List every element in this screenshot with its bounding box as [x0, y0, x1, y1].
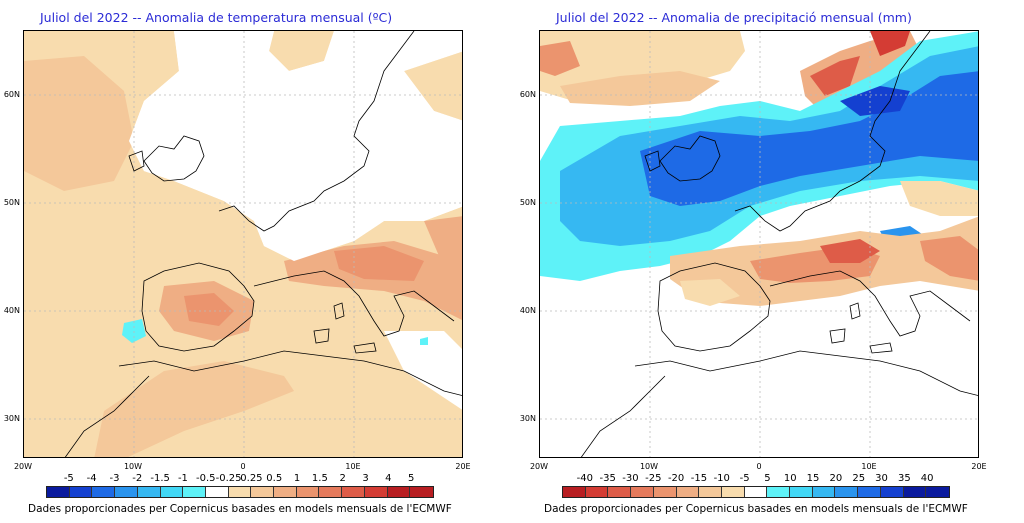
colorbar-tick-label: 20 [829, 473, 843, 484]
lon-label-10w: 10W [123, 462, 143, 471]
colorbar-segment [69, 487, 93, 497]
colorbar-segment [115, 487, 138, 497]
precipitation-colorbar-labels: -40 -35 -30 -25 -20 -15 -10 -5 5 10 15 20 25 30 35 40 [562, 473, 950, 485]
colorbar-tick-label: 1.5 [311, 473, 328, 484]
colorbar-segment [342, 487, 365, 497]
precipitation-map-canvas [540, 31, 978, 457]
temperature-colorbar-labels: -5 -4 -3 -2 -1.5 -1 -0.5 -0.25 0.25 0.5 1 1.5 2 3 4 5 [46, 473, 434, 485]
colorbar-segment [319, 487, 343, 497]
colorbar-tick-label: 1 [293, 473, 301, 484]
colorbar-tick-label: -1.5 [150, 473, 170, 484]
colorbar-tick-label: 3 [362, 473, 369, 484]
colorbar-segment [137, 487, 161, 497]
colorbar-segment [608, 487, 632, 497]
lon-label-0: 0 [756, 462, 762, 471]
lon-label-20e: 20E [971, 462, 987, 471]
lat-label-30n: 30N [519, 414, 536, 423]
colorbar-tick-label: 5 [407, 473, 415, 484]
colorbar-tick-label: 30 [875, 473, 888, 484]
colorbar-segment [858, 487, 881, 497]
colorbar-segment [721, 487, 745, 497]
colorbar-tick-label: -0.5 [195, 473, 216, 484]
colorbar-segment [653, 487, 677, 497]
colorbar-tick-label: 25 [852, 473, 866, 484]
colorbar-tick-label: -4 [86, 473, 97, 484]
colorbar-tick-label: 35 [897, 473, 911, 484]
colorbar-tick-label: 4 [385, 473, 392, 484]
colorbar-tick-label: -5 [739, 473, 750, 484]
precipitation-credit-text: Dades proporcionades per Copernicus basa… [544, 503, 968, 515]
lon-label-0: 0 [240, 462, 246, 471]
colorbar-tick-label: -30 [622, 473, 639, 484]
colorbar-segment [631, 487, 654, 497]
colorbar-segment [835, 487, 859, 497]
colorbar-segment [880, 487, 904, 497]
colorbar-segment [387, 487, 411, 497]
colorbar-tick-label: -0.25 [215, 473, 242, 484]
colorbar-segment [251, 487, 275, 497]
precipitation-colorbar [562, 486, 950, 498]
colorbar-segment [47, 487, 70, 497]
precipitation-map-title: Juliol del 2022 -- Anomalia de precipita… [556, 10, 912, 25]
colorbar-segment [903, 487, 927, 497]
colorbar-tick-label: -1 [177, 473, 188, 484]
colorbar-segment [183, 487, 206, 497]
colorbar-segment [563, 487, 586, 497]
colorbar-tick-label: 5 [764, 473, 771, 484]
colorbar-segment [364, 487, 388, 497]
lat-label-60n: 60N [3, 90, 20, 99]
colorbar-segment [585, 487, 609, 497]
lon-label-20e: 20E [455, 462, 471, 471]
colorbar-segment [410, 487, 433, 497]
colorbar-tick-label: 40 [920, 473, 934, 484]
temperature-colorbar [46, 486, 434, 498]
colorbar-tick-label: 2 [339, 473, 346, 484]
temperature-map-canvas [24, 31, 462, 457]
temperature-map-title: Juliol del 2022 -- Anomalia de temperatu… [40, 10, 393, 25]
colorbar-tick-label: -35 [599, 473, 616, 484]
colorbar-segment [767, 487, 791, 497]
lon-label-10e: 10E [861, 462, 877, 471]
colorbar-segment [812, 487, 836, 497]
lon-label-10e: 10E [345, 462, 361, 471]
colorbar-segment [296, 487, 320, 497]
lon-label-10w: 10W [639, 462, 659, 471]
lat-label-40n: 40N [3, 306, 20, 315]
lon-label-20w: 20W [13, 462, 33, 471]
lat-label-50n: 50N [519, 198, 536, 207]
colorbar-segment [205, 487, 229, 497]
lat-label-40n: 40N [519, 306, 536, 315]
lon-label-20w: 20W [529, 462, 549, 471]
colorbar-segment [92, 487, 116, 497]
colorbar-segment [676, 487, 700, 497]
colorbar-segment [744, 487, 768, 497]
colorbar-tick-label: -2 [132, 473, 143, 484]
colorbar-segment [926, 487, 949, 497]
temperature-map [23, 30, 463, 458]
colorbar-tick-label: 15 [806, 473, 820, 484]
colorbar-tick-label: -40 [576, 473, 593, 484]
lat-label-50n: 50N [3, 198, 20, 207]
colorbar-tick-label: 10 [783, 473, 797, 484]
colorbar-tick-label: -10 [713, 473, 730, 484]
colorbar-segment [228, 487, 252, 497]
colorbar-segment [699, 487, 722, 497]
colorbar-tick-label: -5 [63, 473, 74, 484]
lat-label-30n: 30N [3, 414, 20, 423]
colorbar-tick-label: -25 [645, 473, 662, 484]
colorbar-tick-label: -20 [667, 473, 685, 484]
colorbar-tick-label: 0.5 [266, 473, 283, 484]
precipitation-anomaly-panel: Juliol del 2022 -- Anomalia de precipita… [516, 0, 1016, 523]
lat-label-60n: 60N [519, 90, 536, 99]
colorbar-segment [274, 487, 297, 497]
colorbar-tick-label: 0.25 [240, 473, 263, 484]
precipitation-map [539, 30, 979, 458]
temperature-anomaly-panel: Juliol del 2022 -- Anomalia de temperatu… [0, 0, 500, 523]
colorbar-tick-label: -3 [109, 473, 120, 484]
temperature-credit-text: Dades proporcionades per Copernicus basa… [28, 503, 452, 515]
colorbar-segment [160, 487, 184, 497]
colorbar-segment [790, 487, 813, 497]
colorbar-tick-label: -15 [690, 473, 708, 484]
